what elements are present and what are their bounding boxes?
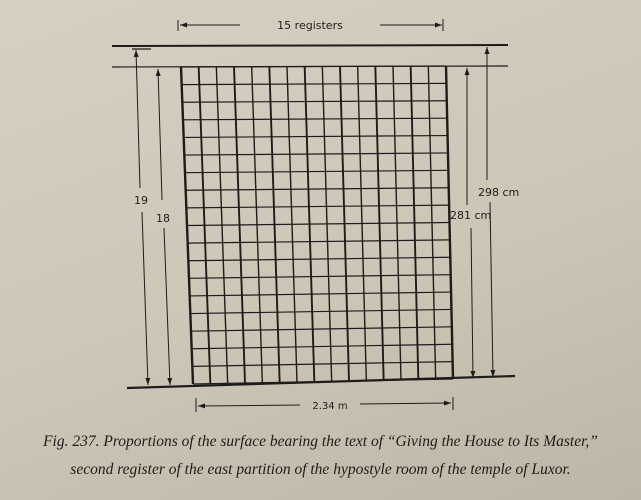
right-inner-arrow-down — [470, 227, 476, 379]
grid-row-line — [186, 204, 450, 209]
grid-row-line — [180, 65, 447, 68]
grid-row-line — [192, 361, 453, 367]
grid-row-line — [190, 326, 452, 332]
grid-row-line — [188, 274, 451, 279]
right-outer-label: 298 cm — [478, 186, 519, 199]
register-grid — [179, 65, 455, 385]
caption-line-2: second register of the east partition of… — [70, 461, 571, 478]
figure-caption: Fig. 237. Proportions of the surface bea… — [0, 428, 641, 484]
right-outer-arrow-down — [489, 201, 496, 378]
grid-row-line — [186, 221, 450, 227]
grid-row-line — [185, 187, 449, 191]
bottom-dim-right-arrow — [359, 400, 452, 406]
bottom-dimension-label: 2.34 m — [312, 401, 347, 412]
grid-row-line — [187, 239, 450, 244]
top-dimension-label: 15 registers — [277, 19, 343, 32]
right-inner-label: 281 cm — [450, 209, 491, 222]
grid-row-line — [191, 343, 453, 350]
grid-row-line — [184, 169, 449, 174]
bottom-dim-left-arrow — [197, 403, 301, 409]
grid-row-line — [182, 117, 448, 121]
grid-row-line — [192, 378, 454, 385]
grid-row-line — [190, 308, 452, 315]
left-outer-label: 19 — [134, 194, 148, 207]
left-outer-arrow-up — [133, 49, 141, 189]
left-outer-arrow-down — [141, 211, 151, 386]
grid-row-line — [188, 256, 451, 262]
grid-row-line — [183, 134, 448, 139]
top-outer-line — [111, 44, 509, 47]
grid-row-line — [189, 291, 452, 297]
left-inner-label: 18 — [156, 212, 170, 225]
grid-row-line — [182, 100, 447, 103]
left-inner-arrow-up — [155, 68, 163, 201]
grid-row-line — [181, 82, 447, 86]
caption-line-1: Fig. 237. Proportions of the surface bea… — [43, 433, 598, 450]
left-inner-arrow-down — [163, 227, 173, 386]
grid-row-line — [184, 152, 448, 156]
